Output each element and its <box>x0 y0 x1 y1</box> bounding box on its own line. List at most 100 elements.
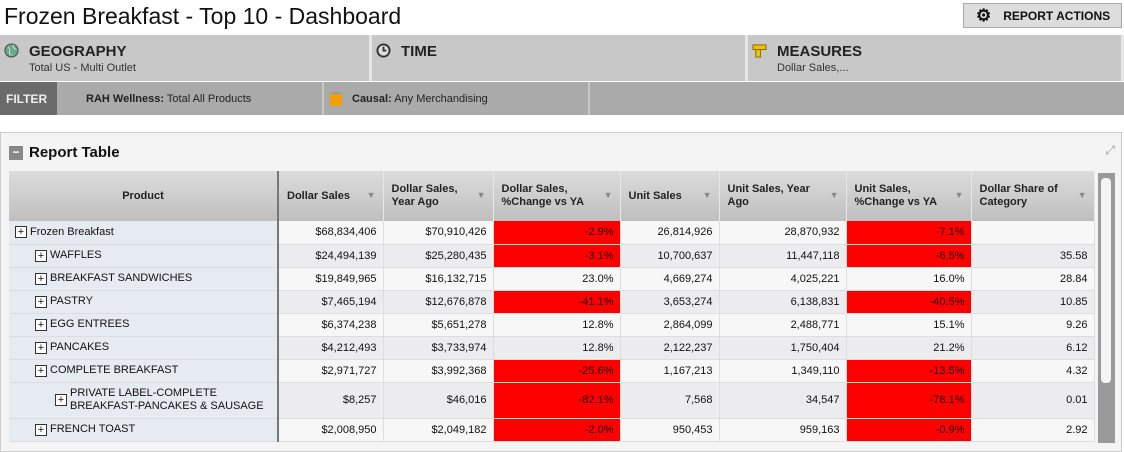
value-cell: 0.01 <box>971 382 1095 419</box>
value-cell: -3.1% <box>493 244 621 268</box>
expand-row-icon[interactable]: + <box>35 272 47 285</box>
expand-row-icon[interactable]: + <box>55 394 67 406</box>
value-cell: -7.1% <box>846 221 972 245</box>
gear-icon: ⚙ <box>976 6 992 25</box>
value-cell: $3,992,368 <box>383 359 494 383</box>
lock-icon <box>330 93 342 106</box>
collapse-icon[interactable]: − <box>9 145 23 160</box>
value-cell: 6,138,831 <box>719 290 847 314</box>
value-cell: $2,971,727 <box>278 359 384 383</box>
product-cell: +PRIVATE LABEL-COMPLETE BREAKFAST-PANCAK… <box>9 382 279 419</box>
column-header[interactable]: Unit Sales ▼ <box>620 171 720 221</box>
dimension-measures[interactable]: MEASURES Dollar Sales,... <box>748 35 1124 81</box>
header-row: Product Dollar Sales ▼ Dollar Sales, Year A… <box>9 171 1095 221</box>
expand-row-icon[interactable]: + <box>35 341 47 354</box>
product-cell: + COMPLETE BREAKFAST <box>9 359 279 383</box>
expand-row-icon[interactable]: + <box>35 295 47 308</box>
expand-row-icon[interactable]: + <box>35 318 47 331</box>
vertical-scrollbar[interactable] <box>1098 173 1115 443</box>
value-cell: -6.5% <box>846 244 972 268</box>
column-label: Product <box>122 189 164 202</box>
value-cell: $24,494,139 <box>278 244 384 268</box>
globe-icon <box>4 43 19 58</box>
value-cell: 28.84 <box>971 267 1095 291</box>
expand-icon[interactable]: ⤢ <box>1105 143 1115 157</box>
value-cell <box>971 221 1095 245</box>
value-cell: 23.0% <box>493 267 621 291</box>
product-name: PRIVATE LABEL-COMPLETE BREAKFAST-PANCAKE… <box>70 387 264 412</box>
filter-value: Any Merchandising <box>391 92 488 105</box>
value-cell: -41.1% <box>493 290 621 314</box>
product-cell: + EGG ENTREES <box>9 313 279 337</box>
column-header[interactable]: Dollar Sales, Year Ago ▼ <box>383 171 494 221</box>
value-cell: 15.1% <box>846 313 972 337</box>
product-cell: + WAFFLES <box>9 244 279 268</box>
dimension-value: Total US - Multi Outlet <box>29 62 136 74</box>
value-cell: $70,910,426 <box>383 221 494 245</box>
column-label: Dollar Sales, %Change vs YA <box>501 183 585 208</box>
dimension-label: MEASURES <box>777 43 863 60</box>
product-cell: + PANCAKES <box>9 336 279 360</box>
filter-icon[interactable]: ▼ <box>954 190 964 200</box>
value-cell: $7,465,194 <box>278 290 384 314</box>
filter-label: FILTER <box>0 82 57 115</box>
filter-icon[interactable]: ▼ <box>702 190 712 200</box>
value-cell: $3,733,974 <box>383 336 494 360</box>
filter-item-wellness[interactable]: RAH Wellness: Total All Products <box>57 82 324 115</box>
filter-icon[interactable]: ▼ <box>476 190 486 200</box>
panel-title: Report Table <box>29 144 120 161</box>
column-header[interactable]: Unit Sales, %Change vs YA ▼ <box>846 171 972 221</box>
value-cell: -78.1% <box>846 382 972 419</box>
expand-row-icon[interactable]: + <box>35 423 47 436</box>
dimension-geography[interactable]: GEOGRAPHY Total US - Multi Outlet <box>0 35 372 81</box>
column-header[interactable]: Dollar Sales ▼ <box>278 171 384 221</box>
value-cell: 9.26 <box>971 313 1095 337</box>
value-cell: $25,280,435 <box>383 244 494 268</box>
column-header[interactable]: Product <box>9 171 279 221</box>
table-row: + COMPLETE BREAKFAST $2,971,727 $3,992,368-… <box>9 359 1095 383</box>
table-row: + BREAKFAST SANDWICHES $19,849,965 $16,132,… <box>9 267 1095 291</box>
page-title: Frozen Breakfast - Top 10 - Dashboard <box>4 3 402 29</box>
value-cell: $16,132,715 <box>383 267 494 291</box>
expand-row-icon[interactable]: + <box>35 249 47 262</box>
table-row: + FRENCH TOAST $2,008,950 $2,049,182 -2.0% 95… <box>9 418 1095 442</box>
dimension-bar: GEOGRAPHY Total US - Multi Outlet TIME M… <box>0 35 1124 81</box>
table-row: + Frozen Breakfast $68,834,406 $70,910,426-… <box>9 221 1095 245</box>
filter-icon[interactable]: ▼ <box>1077 190 1087 200</box>
column-header[interactable]: Dollar Share of Category ▼ <box>971 171 1095 221</box>
value-cell: $5,651,278 <box>383 313 494 337</box>
value-cell: 16.0% <box>846 267 972 291</box>
expand-row-icon[interactable]: + <box>35 364 47 377</box>
column-header[interactable]: Unit Sales, Year Ago ▼ <box>719 171 847 221</box>
value-cell: 2,488,771 <box>719 313 847 337</box>
value-cell: 4,669,274 <box>620 267 720 291</box>
scrollbar-thumb[interactable] <box>1101 178 1111 383</box>
value-cell: 7,568 <box>620 382 720 419</box>
value-cell: 34,547 <box>719 382 847 419</box>
column-label: Dollar Share of Category <box>979 183 1058 208</box>
column-label: Unit Sales, Year Ago <box>727 183 810 208</box>
filter-icon[interactable]: ▼ <box>603 190 613 200</box>
table-row: + WAFFLES $24,494,139 $25,280,435 -3.1% 10,70… <box>9 244 1095 268</box>
column-label: Unit Sales <box>628 189 682 202</box>
value-cell: 3,653,274 <box>620 290 720 314</box>
value-cell: $19,849,965 <box>278 267 384 291</box>
filter-icon[interactable]: ▼ <box>366 190 376 200</box>
value-cell: 4.32 <box>971 359 1095 383</box>
value-cell: 2.92 <box>971 418 1095 442</box>
filter-item-causal[interactable]: Causal: Any Merchandising <box>324 82 590 115</box>
column-header[interactable]: Dollar Sales, %Change vs YA ▼ <box>493 171 621 221</box>
value-cell: -40.5% <box>846 290 972 314</box>
value-cell: -25.6% <box>493 359 621 383</box>
value-cell: 26,814,926 <box>620 221 720 245</box>
column-label: Dollar Sales <box>287 189 350 202</box>
filter-icon[interactable]: ▼ <box>829 190 839 200</box>
expand-row-icon[interactable]: + <box>15 226 27 239</box>
dimension-time[interactable]: TIME <box>372 35 748 81</box>
value-cell: $46,016 <box>383 382 494 419</box>
value-cell: $2,049,182 <box>383 418 494 442</box>
product-name: Frozen Breakfast <box>30 225 114 238</box>
dimension-label: TIME <box>401 43 437 60</box>
value-cell: 10.85 <box>971 290 1095 314</box>
report-actions-button[interactable]: ⚙ REPORT ACTIONS <box>963 3 1122 28</box>
